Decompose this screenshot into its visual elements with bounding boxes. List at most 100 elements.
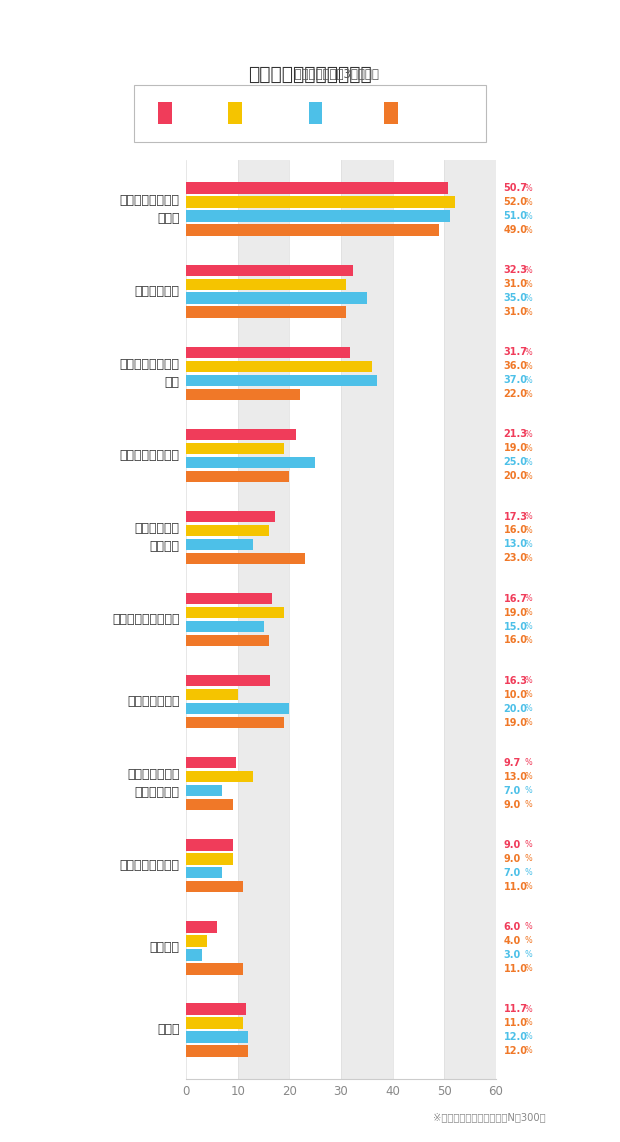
Text: %: % — [525, 608, 532, 617]
Text: 52.0: 52.0 — [503, 198, 528, 207]
Text: %: % — [525, 458, 532, 467]
Bar — [186, 306, 346, 317]
Text: %: % — [525, 1046, 532, 1055]
Text: %: % — [525, 348, 532, 356]
Bar — [186, 347, 350, 359]
Bar — [186, 1004, 246, 1015]
Text: 16.3: 16.3 — [503, 676, 528, 685]
Text: 優柔不断: 優柔不断 — [150, 941, 180, 955]
Text: 6.0: 6.0 — [503, 922, 521, 932]
Bar — [186, 539, 253, 550]
Text: %: % — [525, 389, 532, 399]
Bar — [186, 510, 275, 522]
Text: 10.0: 10.0 — [503, 690, 528, 700]
Text: 35.0: 35.0 — [503, 293, 528, 303]
Text: %: % — [525, 705, 532, 713]
Text: %: % — [525, 950, 532, 959]
Text: その他: その他 — [157, 1023, 180, 1037]
Text: ※スタッフサービス調査（N＝300）: ※スタッフサービス調査（N＝300） — [433, 1112, 546, 1121]
Bar — [186, 799, 232, 811]
Text: 15.0: 15.0 — [503, 621, 528, 632]
Text: %: % — [525, 512, 532, 521]
Bar — [186, 621, 264, 633]
Bar — [186, 867, 222, 878]
Text: 23.0: 23.0 — [503, 554, 528, 563]
Text: 苦手な先輩のタイプは？: 苦手な先輩のタイプは？ — [248, 65, 372, 83]
Text: 31.0: 31.0 — [503, 307, 528, 317]
Bar — [186, 525, 268, 537]
Text: 仕事ができない: 仕事ができない — [127, 695, 180, 708]
Text: %: % — [525, 772, 532, 781]
Bar — [186, 922, 217, 933]
Text: 11.0: 11.0 — [503, 964, 528, 974]
Text: 19.0: 19.0 — [503, 443, 528, 453]
Text: 21.3: 21.3 — [503, 429, 528, 440]
Bar — [445, 160, 496, 1079]
Text: %: % — [525, 540, 532, 549]
Bar — [186, 689, 237, 700]
Bar — [237, 160, 290, 1079]
Text: 12.0: 12.0 — [503, 1046, 528, 1056]
Bar — [186, 265, 353, 276]
Text: %: % — [525, 868, 532, 877]
Text: 11.0: 11.0 — [503, 1018, 528, 1028]
Bar — [186, 853, 232, 864]
Bar — [341, 160, 392, 1079]
Text: %: % — [525, 554, 532, 563]
Text: 20.0: 20.0 — [503, 472, 528, 481]
Bar — [186, 375, 377, 386]
Text: 36.0: 36.0 — [503, 361, 528, 371]
Text: %: % — [525, 307, 532, 316]
Text: 16.7: 16.7 — [503, 594, 528, 604]
Text: 19.0: 19.0 — [503, 608, 528, 618]
Bar — [186, 428, 296, 440]
Text: 11.0: 11.0 — [503, 882, 528, 892]
Text: 20代: 20代 — [248, 106, 272, 120]
Text: 30代: 30代 — [329, 106, 352, 120]
Bar — [186, 361, 372, 372]
Text: 37.0: 37.0 — [503, 376, 528, 385]
Text: 9.7: 9.7 — [503, 758, 521, 767]
Text: 31.7: 31.7 — [503, 347, 528, 357]
Text: 9.0: 9.0 — [503, 799, 521, 810]
Bar — [186, 279, 346, 290]
Text: 3.0: 3.0 — [503, 950, 521, 959]
Text: %: % — [525, 1005, 532, 1013]
Text: %: % — [525, 883, 532, 891]
Bar — [186, 443, 284, 455]
Bar — [186, 702, 290, 714]
Text: 全体: 全体 — [178, 106, 193, 120]
Text: %: % — [525, 376, 532, 385]
Text: 理不尽に怒る: 理不尽に怒る — [135, 284, 180, 298]
Text: %: % — [525, 211, 532, 220]
Bar — [186, 224, 439, 235]
Text: %: % — [525, 786, 532, 795]
Bar — [186, 963, 243, 974]
Text: 16.0: 16.0 — [503, 525, 528, 536]
Text: 11.7: 11.7 — [503, 1004, 528, 1014]
Text: 40代: 40代 — [404, 106, 428, 120]
Text: 悪口・うわさ話が
多い: 悪口・うわさ話が 多い — [120, 357, 180, 388]
Text: 19.0: 19.0 — [503, 717, 528, 727]
Text: %: % — [525, 444, 532, 453]
Text: %: % — [525, 841, 532, 850]
Text: %: % — [525, 758, 532, 767]
Bar — [186, 471, 290, 482]
Text: 13.0: 13.0 — [503, 539, 528, 549]
Bar — [186, 606, 284, 618]
Bar — [186, 839, 232, 851]
Bar — [186, 457, 315, 468]
Bar — [186, 949, 202, 960]
Text: 50.7: 50.7 — [503, 183, 528, 193]
Bar — [186, 880, 243, 892]
Bar — [186, 1018, 243, 1029]
Bar — [186, 1031, 248, 1043]
Text: 12.0: 12.0 — [503, 1032, 528, 1042]
Text: %: % — [525, 964, 532, 973]
Text: %: % — [525, 801, 532, 810]
Bar — [186, 553, 305, 564]
Bar — [186, 210, 450, 222]
Text: %: % — [525, 594, 532, 603]
Bar — [186, 757, 236, 769]
Text: プライベートに
干渉してくる: プライベートに 干渉してくる — [127, 769, 180, 799]
